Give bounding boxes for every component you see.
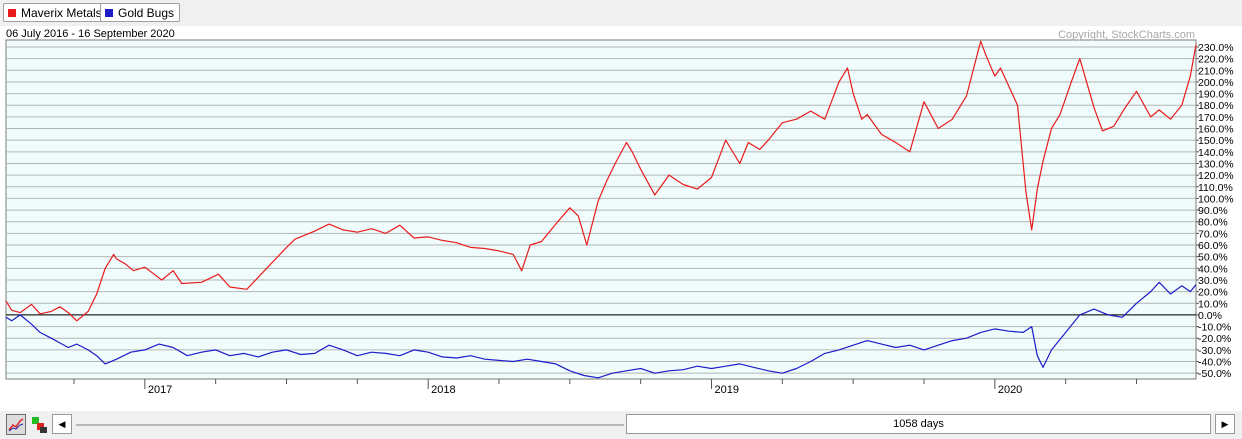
color-squares-icon[interactable] [29, 414, 49, 435]
x-tick-label: 2019 [715, 384, 739, 396]
y-tick-label: 140.0% [1198, 147, 1234, 159]
y-tick-label: 90.0% [1198, 205, 1228, 217]
y-tick-label: 40.0% [1198, 263, 1228, 275]
y-tick-label: 110.0% [1198, 182, 1233, 194]
y-tick-label: -20.0% [1198, 333, 1231, 345]
x-axis: 2017 2018 2019 2020 [6, 378, 1196, 396]
y-tick-label: -50.0% [1198, 368, 1231, 380]
scroll-right-button[interactable]: ▶ [1215, 414, 1235, 434]
legend-gold-bugs[interactable]: Gold Bugs [100, 3, 181, 22]
line-chart-icon[interactable] [6, 414, 26, 435]
series-line-gold-bugs [5, 281, 1197, 379]
maverix-color-swatch [8, 9, 16, 17]
y-tick-label: 30.0% [1198, 275, 1228, 287]
y-tick-label: 20.0% [1198, 287, 1228, 299]
y-tick-label: 220.0% [1198, 54, 1234, 66]
y-tick-label: 100.0% [1198, 193, 1234, 205]
series-layer [5, 40, 1197, 379]
legend-maverix-metals[interactable]: Maverix Metals [3, 3, 108, 22]
y-tick-label: 210.0% [1198, 65, 1234, 77]
y-tick-label: 60.0% [1198, 240, 1228, 252]
y-tick-label: 120.0% [1198, 170, 1234, 182]
y-tick-label: -30.0% [1198, 345, 1231, 357]
bottom-toolbar: ◀ 1058 days ▶ [0, 411, 1242, 439]
y-tick-label: 0.0% [1198, 310, 1222, 322]
gold-bugs-color-swatch [105, 9, 113, 17]
y-tick-label: 70.0% [1198, 228, 1228, 240]
y-tick-label: 200.0% [1198, 77, 1234, 89]
y-tick-label: 180.0% [1198, 100, 1234, 112]
y-tick-label: 190.0% [1198, 89, 1234, 101]
y-tick-label: 160.0% [1198, 124, 1234, 136]
x-tick-label: 2017 [148, 384, 172, 396]
legend-label: Maverix Metals [21, 6, 102, 20]
y-tick-label: 130.0% [1198, 158, 1234, 170]
x-tick-label: 2020 [998, 384, 1022, 396]
scroll-left-button[interactable]: ◀ [52, 414, 72, 434]
y-tick-label: 80.0% [1198, 217, 1228, 229]
x-tick-label: 2018 [431, 384, 455, 396]
y-tick-label: 10.0% [1198, 298, 1228, 310]
period-slider-thumb[interactable]: 1058 days [626, 414, 1211, 434]
gridlines [6, 46, 1196, 374]
legend-bar: Maverix Metals Gold Bugs [0, 0, 1242, 26]
performance-chart: -50.0%-40.0%-30.0%-20.0%-10.0%0.0%10.0%2… [0, 26, 1242, 411]
legend-label: Gold Bugs [118, 6, 175, 20]
y-tick-label: 230.0% [1198, 42, 1234, 54]
date-range-label: 06 July 2016 - 16 September 2020 [6, 28, 175, 40]
y-tick-label: -40.0% [1198, 357, 1231, 369]
period-slider-track[interactable] [76, 424, 624, 426]
y-tick-label: 150.0% [1198, 135, 1234, 147]
y-axis: -50.0%-40.0%-30.0%-20.0%-10.0%0.0%10.0%2… [1196, 42, 1234, 380]
period-label: 1058 days [893, 418, 944, 430]
copyright-text: Copyright, StockCharts.com [1058, 29, 1195, 41]
y-tick-label: -10.0% [1198, 322, 1231, 334]
series-line-maverix-metals [5, 40, 1197, 322]
y-tick-label: 50.0% [1198, 252, 1228, 264]
plot-area [5, 39, 1197, 380]
y-tick-label: 170.0% [1198, 112, 1234, 124]
